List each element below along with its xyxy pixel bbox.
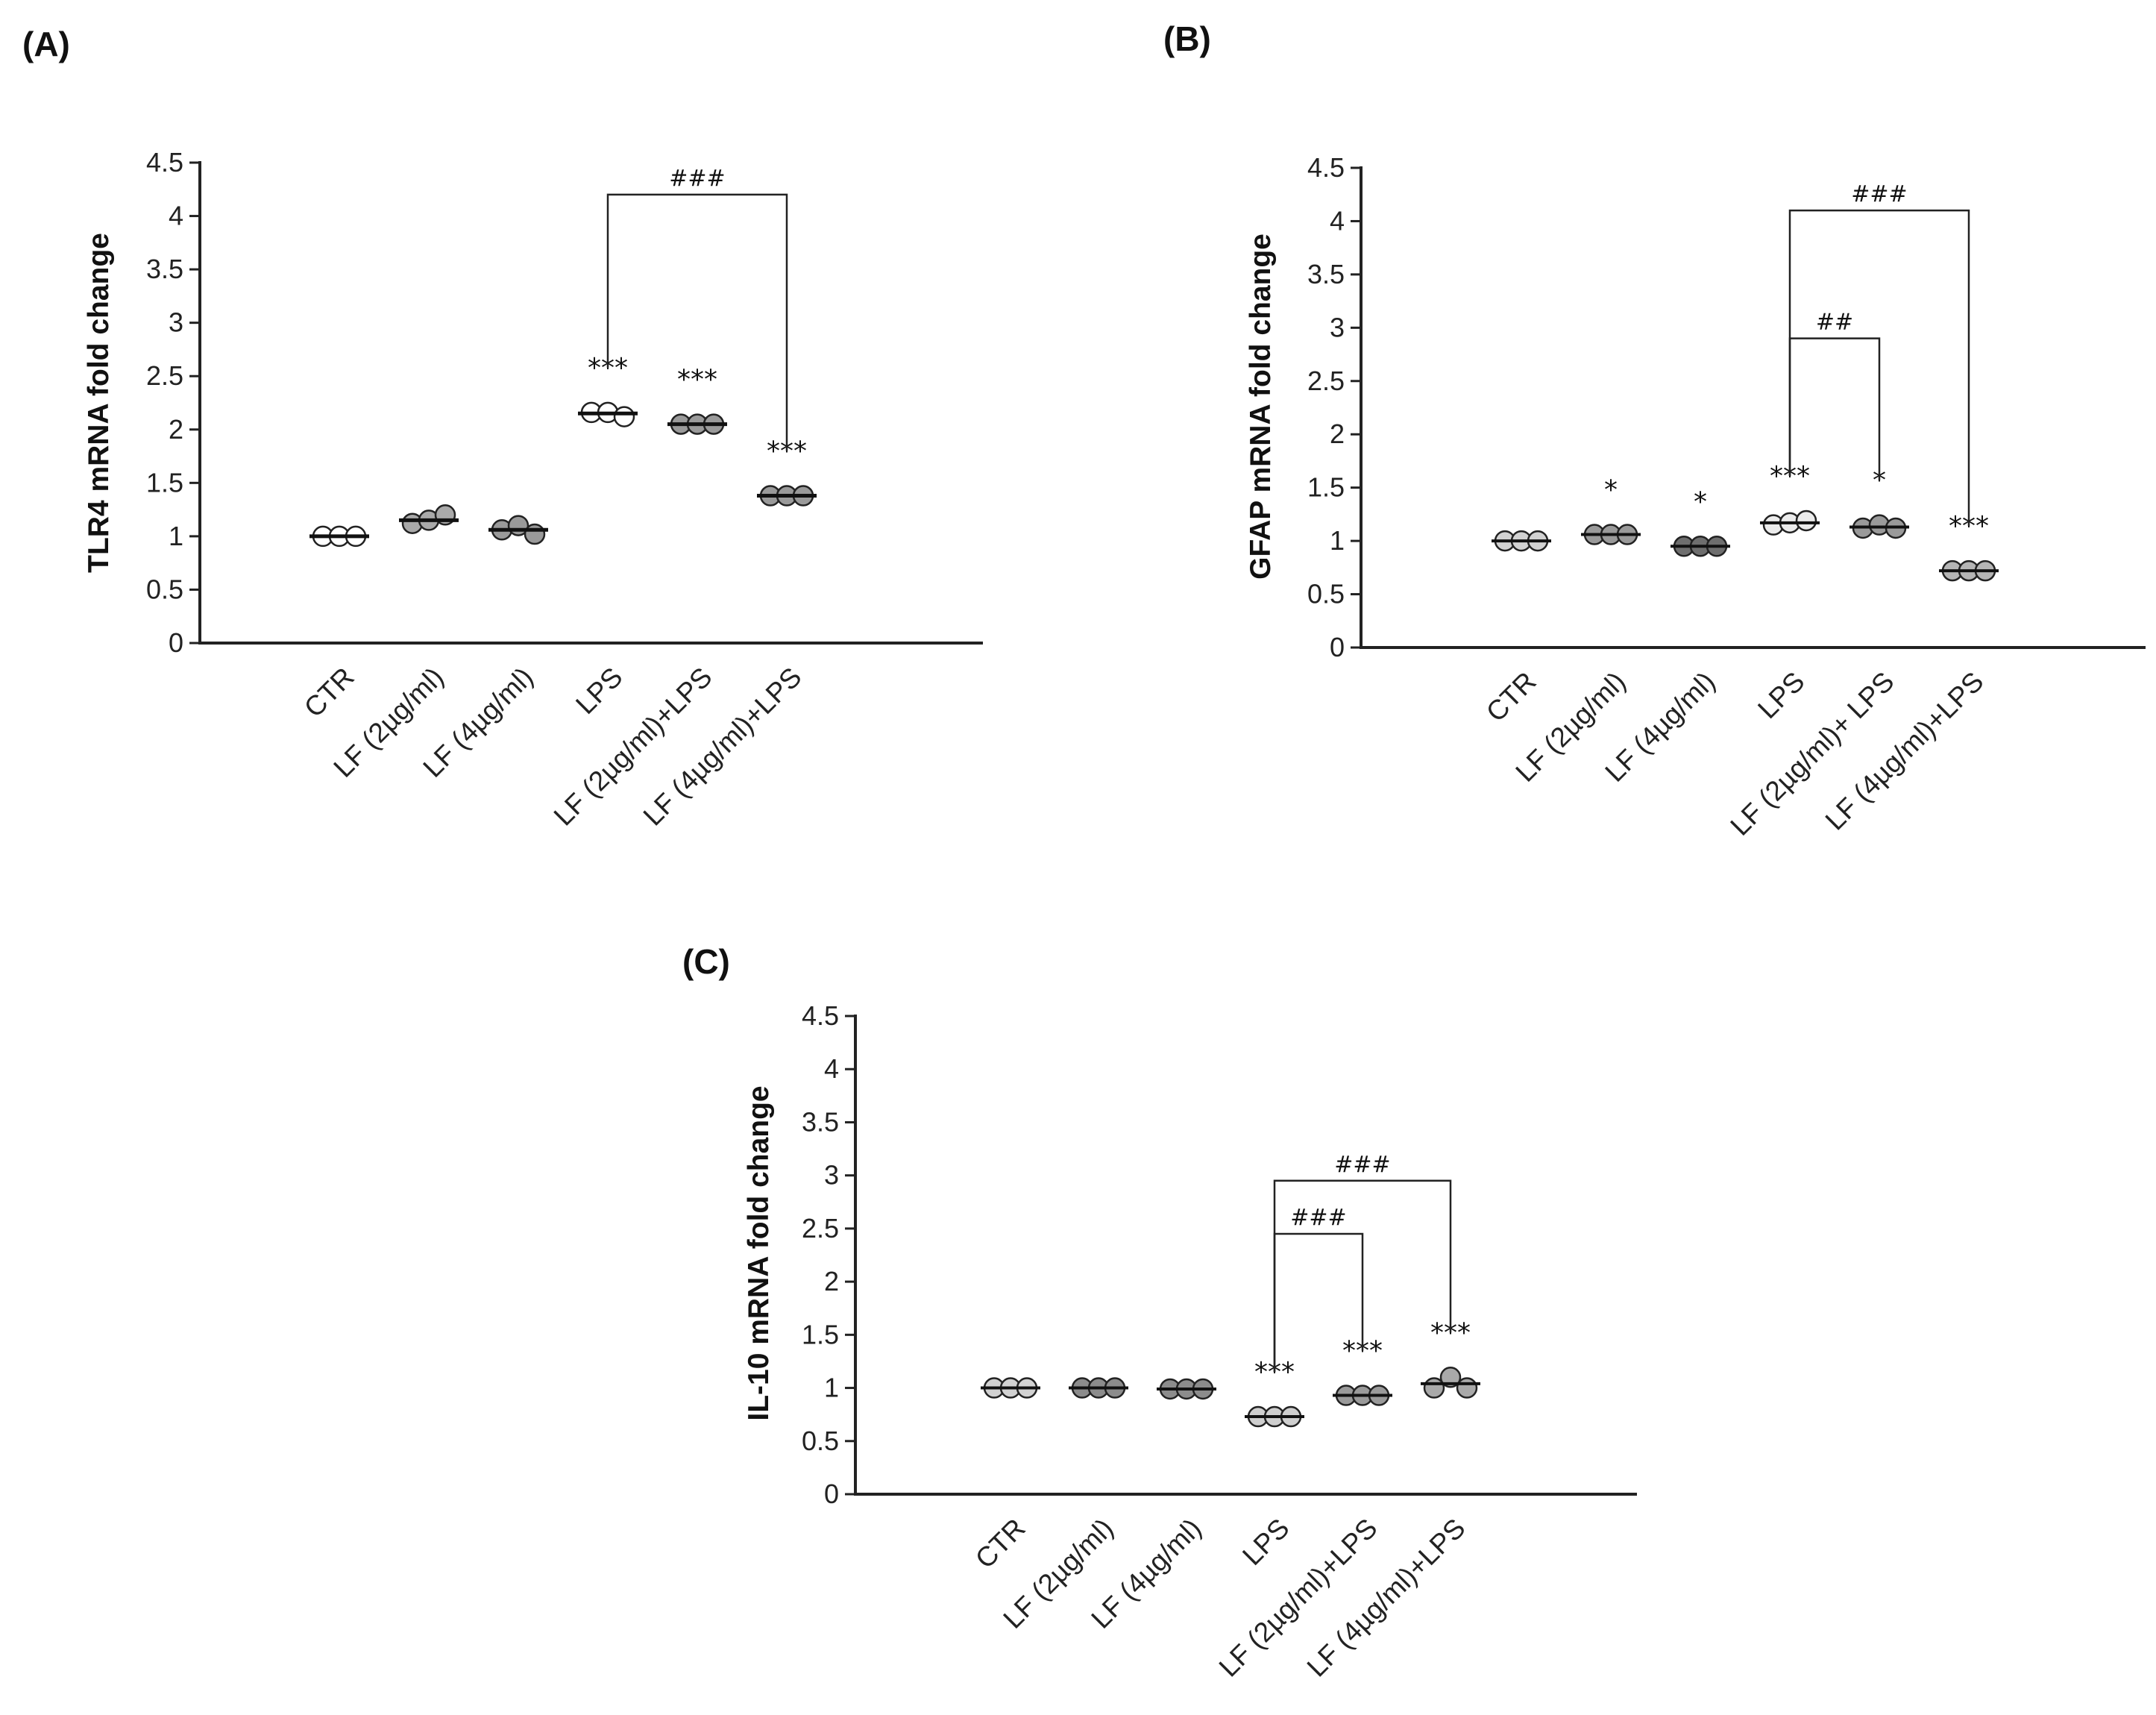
y-tick-label: 2 xyxy=(1330,418,1345,449)
x-category-label: CTR xyxy=(1480,666,1542,728)
x-category-label: LF (2µg/ml)+LPS xyxy=(548,662,718,832)
x-category-label: LF (2µg/ml)+LPS xyxy=(1213,1513,1383,1683)
y-tick-label: 4.5 xyxy=(146,147,183,178)
y-tick-label: 0 xyxy=(169,627,183,658)
comparison-bracket xyxy=(1788,209,1970,527)
comparison-bracket xyxy=(1273,1179,1452,1373)
data-point xyxy=(1795,510,1817,532)
panel-label: (B) xyxy=(1163,19,1211,58)
y-tick-label: 3.5 xyxy=(146,254,183,284)
y-tick-label: 4 xyxy=(1330,205,1345,236)
x-category-label: LF (4µg/ml)+LPS xyxy=(1301,1513,1471,1683)
y-tick-label: 1 xyxy=(1330,525,1345,556)
bracket-significance-label: ### xyxy=(669,166,725,192)
y-tick-label: 1 xyxy=(824,1373,839,1403)
x-category-label: CTR xyxy=(969,1513,1031,1575)
y-tick-label: 2.5 xyxy=(146,360,183,391)
y-axis-label: GFAP mRNA fold change xyxy=(1245,233,1277,580)
bracket-significance-label: ### xyxy=(1290,1205,1346,1231)
bracket-significance-label: ### xyxy=(1334,1152,1390,1178)
y-tick-label: 0.5 xyxy=(1307,579,1345,609)
bracket-significance-label: ### xyxy=(1851,181,1907,207)
y-axis-label: TLR4 mRNA fold change xyxy=(83,233,115,573)
y-tick-label: 0.5 xyxy=(802,1426,839,1456)
y-tick-label: 1 xyxy=(169,521,183,551)
y-tick-label: 3 xyxy=(1330,312,1345,342)
y-tick-label: 1.5 xyxy=(146,467,183,498)
bracket-significance-label: ## xyxy=(1816,310,1853,336)
y-tick-label: 3 xyxy=(824,1160,839,1191)
y-tick-label: 4 xyxy=(169,201,183,231)
significance-stars: * xyxy=(1873,465,1886,496)
comparison-bracket xyxy=(1788,337,1881,480)
x-category-label: LF (2µg/ml)+ LPS xyxy=(1724,666,1899,841)
significance-stars: * xyxy=(1694,486,1707,517)
comparison-bracket xyxy=(606,193,788,451)
data-point xyxy=(613,406,635,427)
data-point xyxy=(1456,1377,1478,1399)
y-tick-label: 0.5 xyxy=(146,574,183,604)
panel-c: (C) IL-10 mRNA fold change 0 0.5 1 1.5 2 2.5 3 3.… xyxy=(682,942,1637,1683)
x-category-label: CTR xyxy=(298,662,360,724)
y-tick-label: 0 xyxy=(1330,632,1345,662)
panel-label: (A) xyxy=(22,25,70,63)
y-tick-label: 4.5 xyxy=(1307,152,1345,183)
data-point xyxy=(524,523,546,545)
y-tick-label: 3 xyxy=(169,307,183,338)
panel-b: (B) GFAP mRNA fold change 0 0.5 1 1.5 2 2.5 3 3.5… xyxy=(1163,19,2146,841)
y-tick-label: 4 xyxy=(824,1053,839,1084)
x-category-label: LPS xyxy=(570,662,628,720)
y-tick-label: 0 xyxy=(824,1479,839,1509)
x-category-label: LF (4µg/ml)+LPS xyxy=(1820,666,1990,836)
significance-stars: *** xyxy=(677,365,717,395)
y-tick-label: 1.5 xyxy=(802,1319,839,1349)
y-tick-label: 3.5 xyxy=(1307,259,1345,289)
data-point xyxy=(1439,1367,1462,1388)
x-category-label: LPS xyxy=(1236,1513,1295,1571)
y-tick-label: 2.5 xyxy=(802,1213,839,1244)
y-axis-label: IL-10 mRNA fold change xyxy=(743,1085,775,1420)
y-tick-label: 2 xyxy=(169,414,183,445)
y-tick-label: 3.5 xyxy=(802,1106,839,1137)
panel-a: (A) TLR4 mRNA fold change 0 0.5 1 1.5 2 2.5 3 3.5… xyxy=(22,25,983,832)
y-tick-label: 2.5 xyxy=(1307,366,1345,396)
significance-stars: * xyxy=(1604,475,1618,506)
x-category-label: LPS xyxy=(1752,666,1810,724)
x-category-label: LF (4µg/ml)+LPS xyxy=(638,662,808,832)
y-tick-label: 4.5 xyxy=(802,1000,839,1031)
panel-label: (C) xyxy=(682,942,730,981)
y-tick-label: 2 xyxy=(824,1266,839,1297)
y-tick-label: 1.5 xyxy=(1307,472,1345,503)
